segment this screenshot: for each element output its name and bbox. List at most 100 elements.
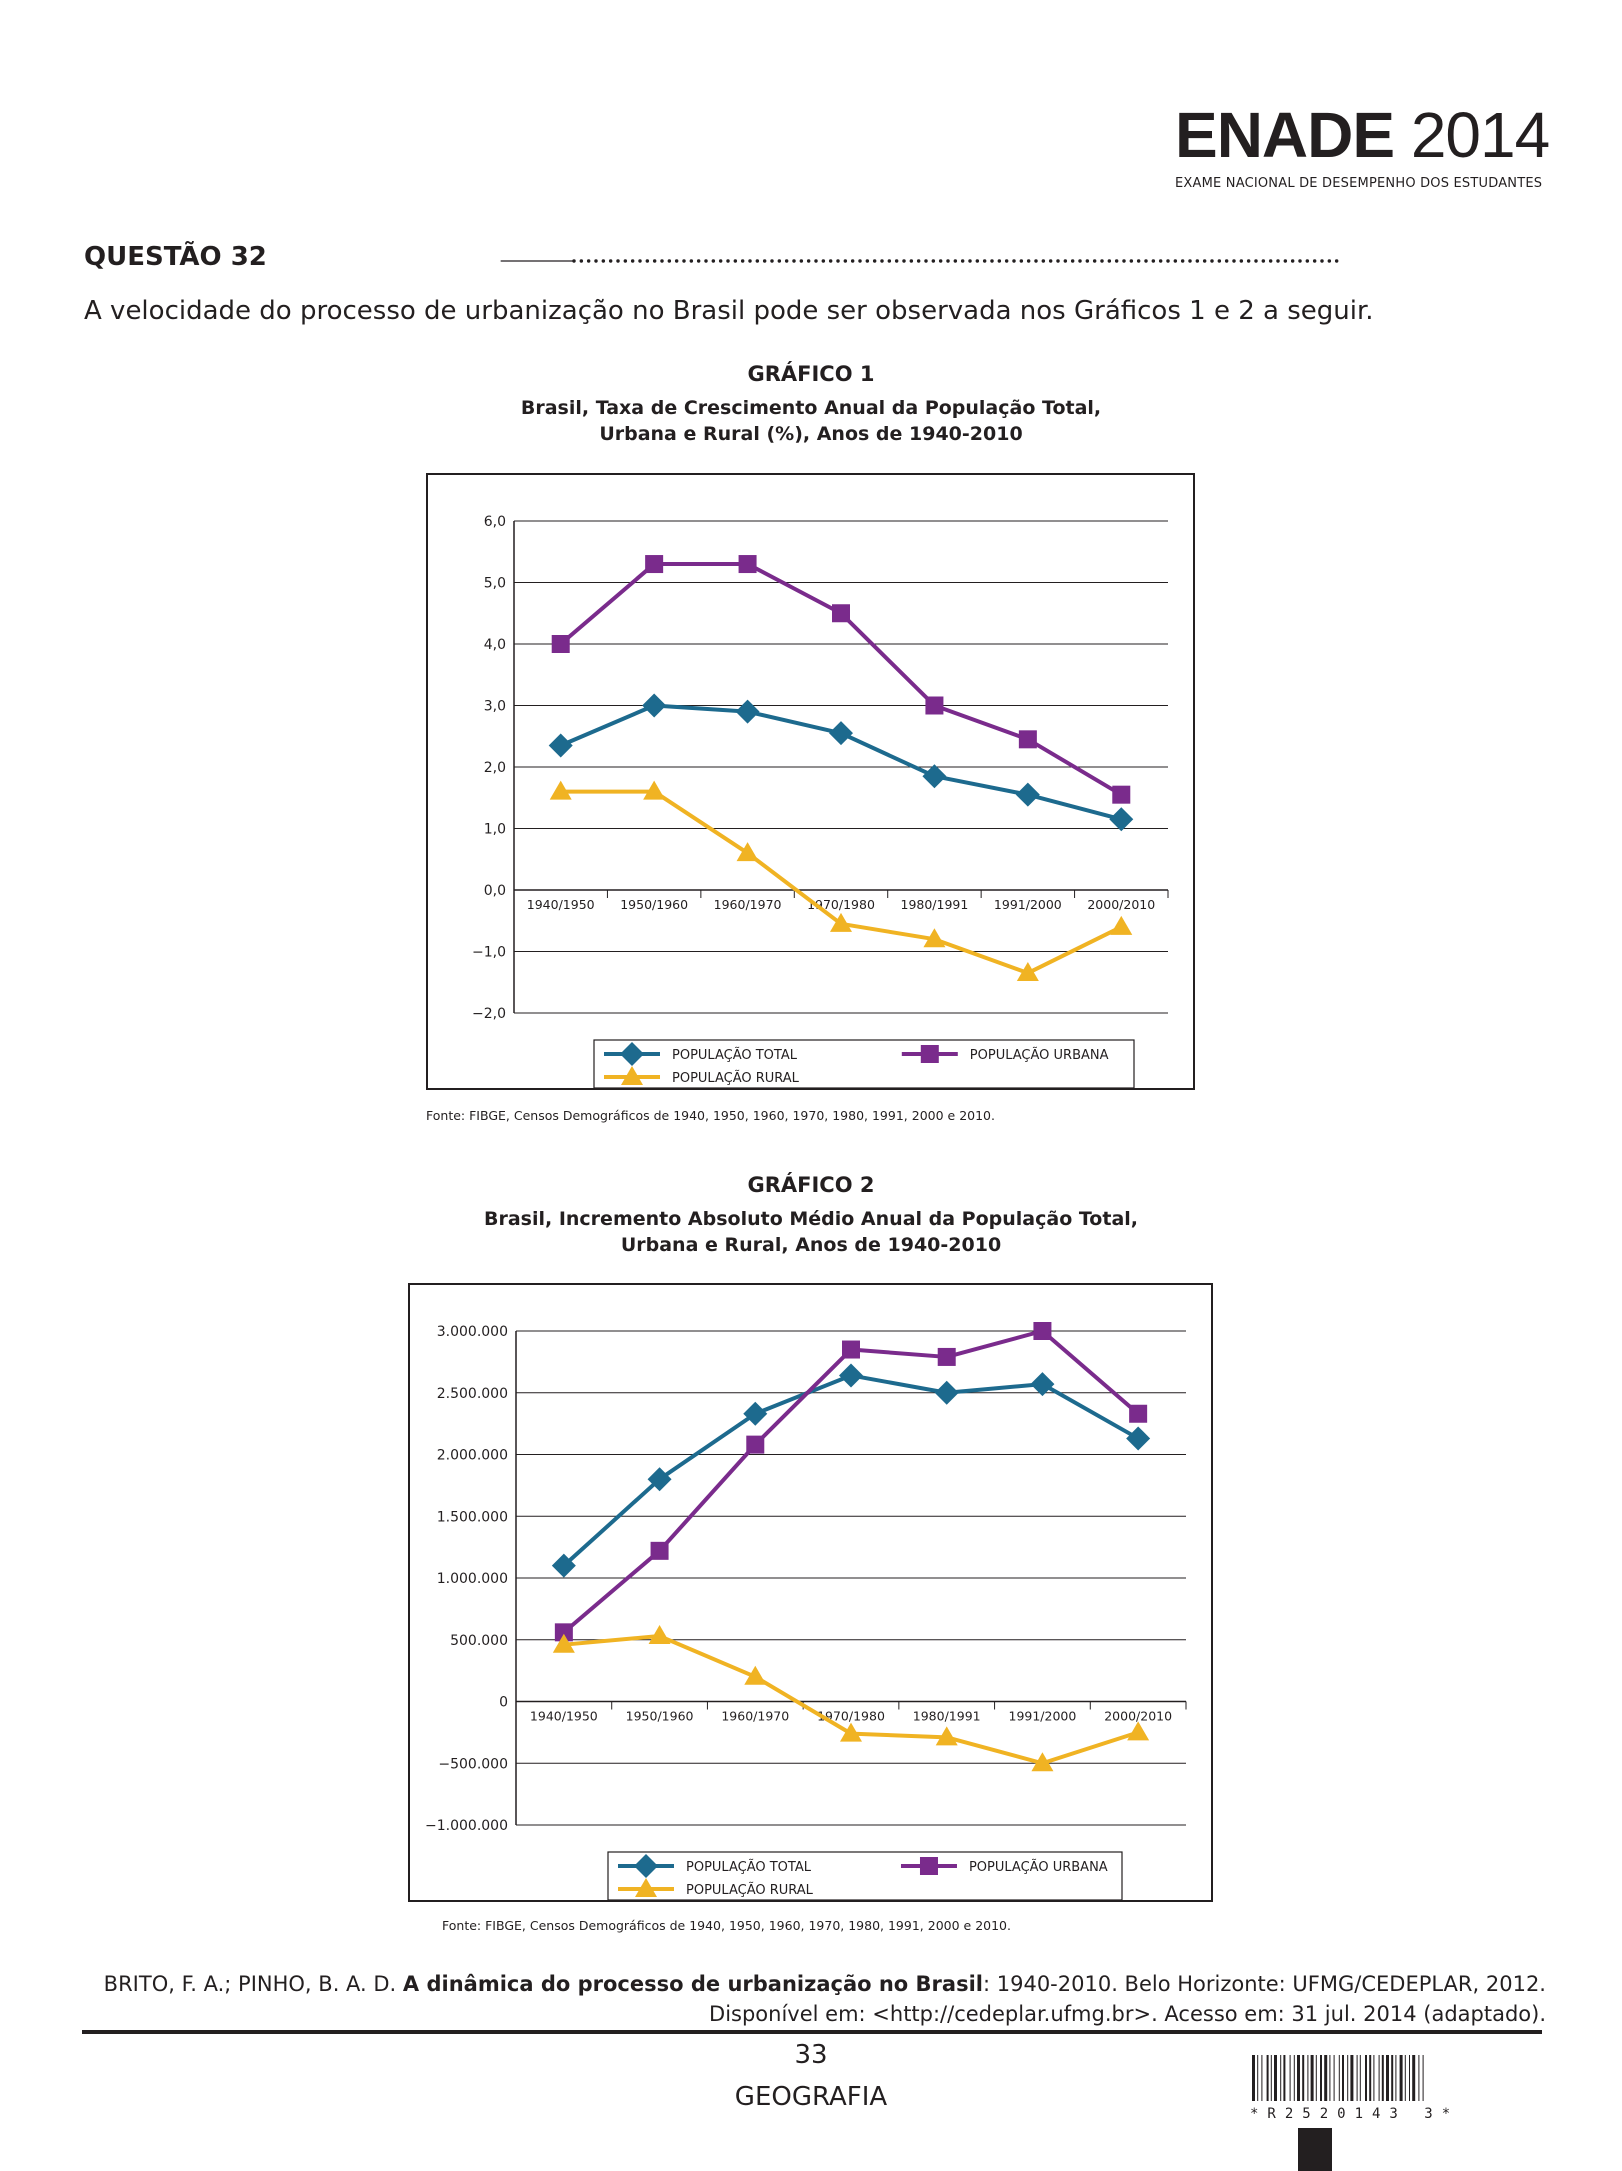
marker-diamond — [1030, 1372, 1055, 1397]
barcode-bar — [1333, 2055, 1335, 2101]
rule-dot — [916, 259, 921, 263]
y-tick-label: 0,0 — [484, 883, 506, 899]
y-tick-label: 2,0 — [484, 760, 506, 776]
rule-dot — [1063, 259, 1068, 263]
rule-dot — [1078, 259, 1082, 263]
rule-dot — [1041, 259, 1046, 263]
marker-diamond — [735, 699, 760, 724]
rule-dot — [594, 259, 598, 263]
rule-dot — [572, 259, 576, 263]
rule-dot — [931, 259, 936, 263]
marker-triangle — [744, 1665, 767, 1685]
series-line — [562, 1373, 1140, 1568]
barcode-bar — [1289, 2055, 1291, 2101]
rule-dot — [799, 259, 804, 263]
barcode-bar — [1315, 2055, 1317, 2101]
marker-diamond — [620, 1042, 644, 1066]
citation-line1: BRITO, F. A.; PINHO, B. A. D. A dinâmica… — [104, 1969, 1546, 1999]
rule-dot — [1180, 259, 1185, 263]
rule-dot — [1276, 259, 1280, 263]
chart1-frame: 6,0 5,0 4,0 3,0 2,0 1,0 0,0 −1,0 −2,0 1940/1950 19… — [426, 473, 1195, 1090]
series-diamond — [548, 693, 1134, 832]
rule-dot — [674, 259, 679, 263]
barcode-bar — [1365, 2055, 1367, 2101]
rule-dot — [652, 259, 657, 263]
barcode-bar — [1297, 2055, 1300, 2101]
x-category-label: 1980/1991 — [901, 897, 969, 912]
y-tick-label: 6,0 — [484, 514, 506, 530]
rule-dot — [1246, 259, 1251, 263]
rule-dot — [630, 259, 635, 263]
citation-rest: : 1940-2010. Belo Horizonte: UFMG/CEDEPL… — [982, 1972, 1546, 1996]
barcode-bar — [1280, 2055, 1282, 2101]
barcode-bar — [1359, 2055, 1361, 2101]
x-category-label: 1940/1950 — [530, 1709, 598, 1724]
barcode-bar — [1302, 2055, 1305, 2101]
marker-diamond — [743, 1401, 768, 1426]
legend-label: POPULAÇÃO RURAL — [672, 1070, 800, 1086]
legend-box — [607, 1851, 1123, 1901]
rule-dot — [1334, 259, 1339, 263]
rule-dot — [887, 259, 892, 263]
rule-dot — [902, 259, 906, 263]
rule-dot — [1217, 259, 1222, 263]
x-category-label: 1950/1960 — [626, 1709, 694, 1724]
x-category-label: 1950/1960 — [620, 897, 688, 912]
marker-triangle — [648, 1625, 671, 1645]
legend: POPULAÇÃO TOTAL POPULAÇÃO URBANA POPULAÇÃO… — [607, 1851, 1123, 1901]
rule-dot — [1283, 259, 1288, 263]
legend-label: POPULAÇÃO URBANA — [969, 1859, 1108, 1875]
marker-diamond — [642, 693, 667, 718]
rule-dot — [843, 259, 848, 263]
barcode-bar — [1270, 2055, 1272, 2101]
rule-dot — [711, 259, 716, 263]
marker-diamond — [1015, 782, 1040, 807]
y-tick-label: 1,0 — [484, 822, 506, 838]
marker-triangle — [1031, 1752, 1054, 1772]
marker-triangle — [643, 780, 666, 800]
marker-square — [1033, 1322, 1052, 1340]
chart2-title-line2: Urbana e Rural, Anos de 1940-2010 — [620, 1234, 1002, 1256]
barcode-bar — [1266, 2055, 1269, 2101]
rule-dot — [726, 259, 730, 263]
barcode-bar — [1391, 2055, 1394, 2101]
logo-subtitle: EXAME NACIONAL DE DESEMPENHO DOS ESTUDAN… — [1175, 176, 1543, 191]
rule-dot — [740, 259, 745, 263]
marker-triangle — [1110, 915, 1133, 935]
barcode-bar — [1395, 2055, 1397, 2101]
rule-dot — [755, 259, 760, 263]
marker-diamond — [934, 1380, 959, 1405]
rule-dot — [1012, 259, 1016, 263]
barcode-bar — [1422, 2055, 1424, 2101]
rule-dot — [1136, 259, 1141, 263]
chart2-source: Fonte: FIBGE, Censos Demográficos de 194… — [442, 1918, 1011, 1933]
marker-diamond — [1109, 807, 1134, 832]
legend-item: POPULAÇÃO RURAL — [604, 1066, 800, 1086]
barcode-bar — [1356, 2055, 1358, 2101]
rule-dot — [1034, 259, 1038, 263]
rule-dot — [1188, 259, 1192, 263]
page-number: 33 — [794, 2040, 828, 2070]
marker-square — [919, 1857, 938, 1875]
rule-dot — [960, 259, 965, 263]
marker-square — [551, 635, 570, 653]
rule-dot — [872, 259, 877, 263]
rule-dot — [1004, 259, 1009, 263]
legend-item: POPULAÇÃO RURAL — [618, 1878, 814, 1898]
rule-dot — [1173, 259, 1178, 263]
corner-marker — [1298, 2128, 1332, 2171]
rule-dot — [1195, 259, 1200, 263]
x-category-label: 1960/1970 — [714, 897, 782, 912]
rule-dot — [1144, 259, 1148, 263]
rule-dot — [1070, 259, 1075, 263]
marker-triangle — [830, 912, 852, 932]
rule-dot — [660, 259, 664, 263]
rule-dot — [1166, 259, 1170, 263]
rule-dot — [1158, 259, 1163, 263]
barcode-bar — [1412, 2055, 1416, 2101]
series-square — [554, 1322, 1148, 1642]
rule-dot — [579, 259, 584, 263]
y-tick-label: −1,0 — [472, 945, 506, 961]
rule-dot — [1298, 259, 1302, 263]
barcode-bar — [1257, 2055, 1259, 2101]
